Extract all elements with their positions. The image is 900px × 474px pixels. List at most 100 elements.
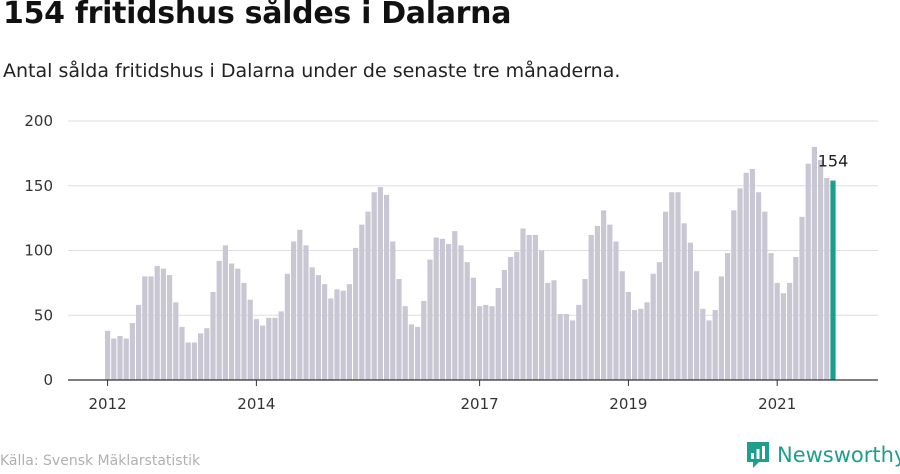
axes [68, 379, 878, 386]
bar [334, 289, 340, 380]
bar [266, 317, 272, 380]
bar [210, 291, 216, 380]
bar [117, 335, 123, 380]
bar [532, 234, 538, 380]
bar [433, 237, 439, 380]
bar [278, 311, 284, 380]
bar [619, 271, 625, 380]
bar [470, 277, 476, 380]
y-tick-label: 150 [24, 177, 53, 195]
bar [489, 306, 495, 380]
bar [613, 241, 619, 380]
bar [514, 251, 520, 380]
bar [638, 308, 644, 380]
bar [712, 310, 718, 380]
bar [241, 282, 247, 380]
bar [805, 163, 811, 380]
bar [675, 192, 681, 380]
bar [793, 256, 799, 380]
brand: Newsworthy [745, 440, 900, 470]
bar [160, 268, 166, 380]
bar [179, 326, 185, 380]
bar [185, 342, 191, 380]
bar [576, 304, 582, 380]
bar [235, 268, 241, 380]
bar [799, 216, 805, 380]
x-tick-label: 2014 [237, 395, 275, 413]
bar [607, 224, 613, 380]
bar [756, 192, 762, 380]
x-tick-label: 2021 [758, 395, 796, 413]
bar [154, 266, 160, 380]
bar [167, 275, 173, 380]
bar [594, 225, 600, 380]
bar [340, 290, 346, 380]
bar [501, 269, 507, 380]
brand-name: Newsworthy [777, 443, 900, 467]
x-tick-label: 2017 [461, 395, 499, 413]
bar [625, 291, 631, 380]
bar [818, 159, 824, 380]
bar [508, 256, 514, 380]
bar [495, 288, 501, 380]
bar [749, 168, 755, 380]
bar [322, 284, 328, 380]
latest-value-label: 154 [818, 152, 849, 171]
bar [384, 194, 390, 380]
chart-title: 154 fritidshus såldes i Dalarna [3, 0, 512, 31]
bar [123, 338, 129, 380]
bar [142, 276, 148, 380]
source-note: Källa: Svensk Mäklarstatistik [0, 453, 201, 469]
bar [303, 245, 309, 380]
bar [253, 319, 259, 380]
newsworthy-logo-icon [747, 442, 769, 468]
bar [111, 338, 117, 380]
bar [811, 146, 817, 380]
bar [718, 276, 724, 380]
bar [452, 231, 458, 380]
bar [272, 317, 278, 380]
bar [260, 325, 266, 380]
bar [706, 320, 712, 380]
bar [136, 304, 142, 380]
bar [632, 310, 638, 380]
bar [284, 273, 290, 380]
bar [129, 323, 135, 380]
x-tick-label: 2012 [89, 395, 127, 413]
bar [427, 259, 433, 380]
bar [582, 278, 588, 380]
bar [520, 228, 526, 380]
bar [216, 260, 222, 380]
bar [774, 282, 780, 380]
bar [396, 278, 402, 380]
bar [743, 172, 749, 380]
bar [328, 298, 334, 380]
bar [787, 282, 793, 380]
bar [105, 330, 111, 380]
bar [377, 187, 383, 380]
bar [483, 304, 489, 380]
bar [315, 275, 321, 380]
bar [390, 241, 396, 380]
bar [539, 250, 545, 380]
bar [458, 245, 464, 380]
bar [557, 313, 563, 380]
bar [309, 267, 315, 380]
bar [191, 342, 197, 380]
bar [824, 177, 830, 380]
bar [563, 313, 569, 380]
bar [408, 324, 414, 380]
bar [656, 262, 662, 380]
bar [148, 276, 154, 380]
bar [681, 223, 687, 380]
labels: 0 50 100 150 200 2012 2014 2017 2019 2021 154 [24, 112, 848, 413]
chart-subtitle: Antal sålda fritidshus i Dalarna under d… [3, 60, 621, 82]
bar [353, 247, 359, 380]
bar [371, 192, 377, 380]
bar [365, 211, 371, 380]
bar [198, 333, 204, 380]
y-tick-label: 0 [43, 371, 53, 389]
bar [439, 238, 445, 380]
bar [359, 224, 365, 380]
